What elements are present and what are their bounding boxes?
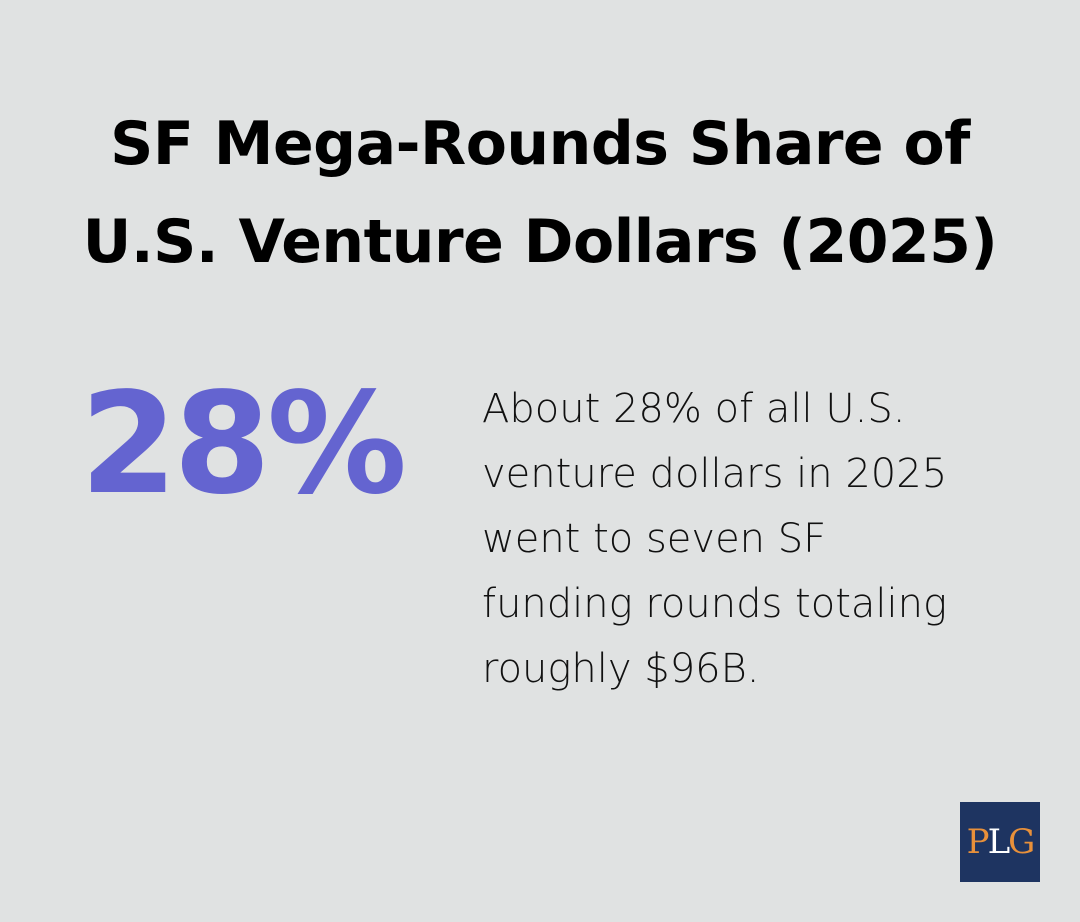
description-line: venture dollars in 2025 bbox=[482, 451, 948, 497]
title-line: U.S. Venture Dollars (2025) bbox=[82, 207, 998, 277]
logo-letter: G bbox=[1008, 822, 1035, 862]
description: About 28% of all U.S. venture dollars in … bbox=[482, 377, 947, 702]
title-line: SF Mega-Rounds Share of bbox=[110, 109, 970, 179]
title: SF Mega-Rounds Share of U.S. Venture Dol… bbox=[0, 95, 1080, 291]
logo-letter: L bbox=[987, 822, 1011, 862]
description-line: went to seven SF bbox=[482, 516, 827, 562]
stat: 28% bbox=[80, 363, 407, 526]
logo-letter: P bbox=[966, 822, 990, 862]
description-line: About 28% of all U.S. bbox=[482, 386, 906, 432]
description-line: roughly $96B. bbox=[482, 646, 760, 692]
description-line: funding rounds totaling bbox=[482, 581, 947, 627]
